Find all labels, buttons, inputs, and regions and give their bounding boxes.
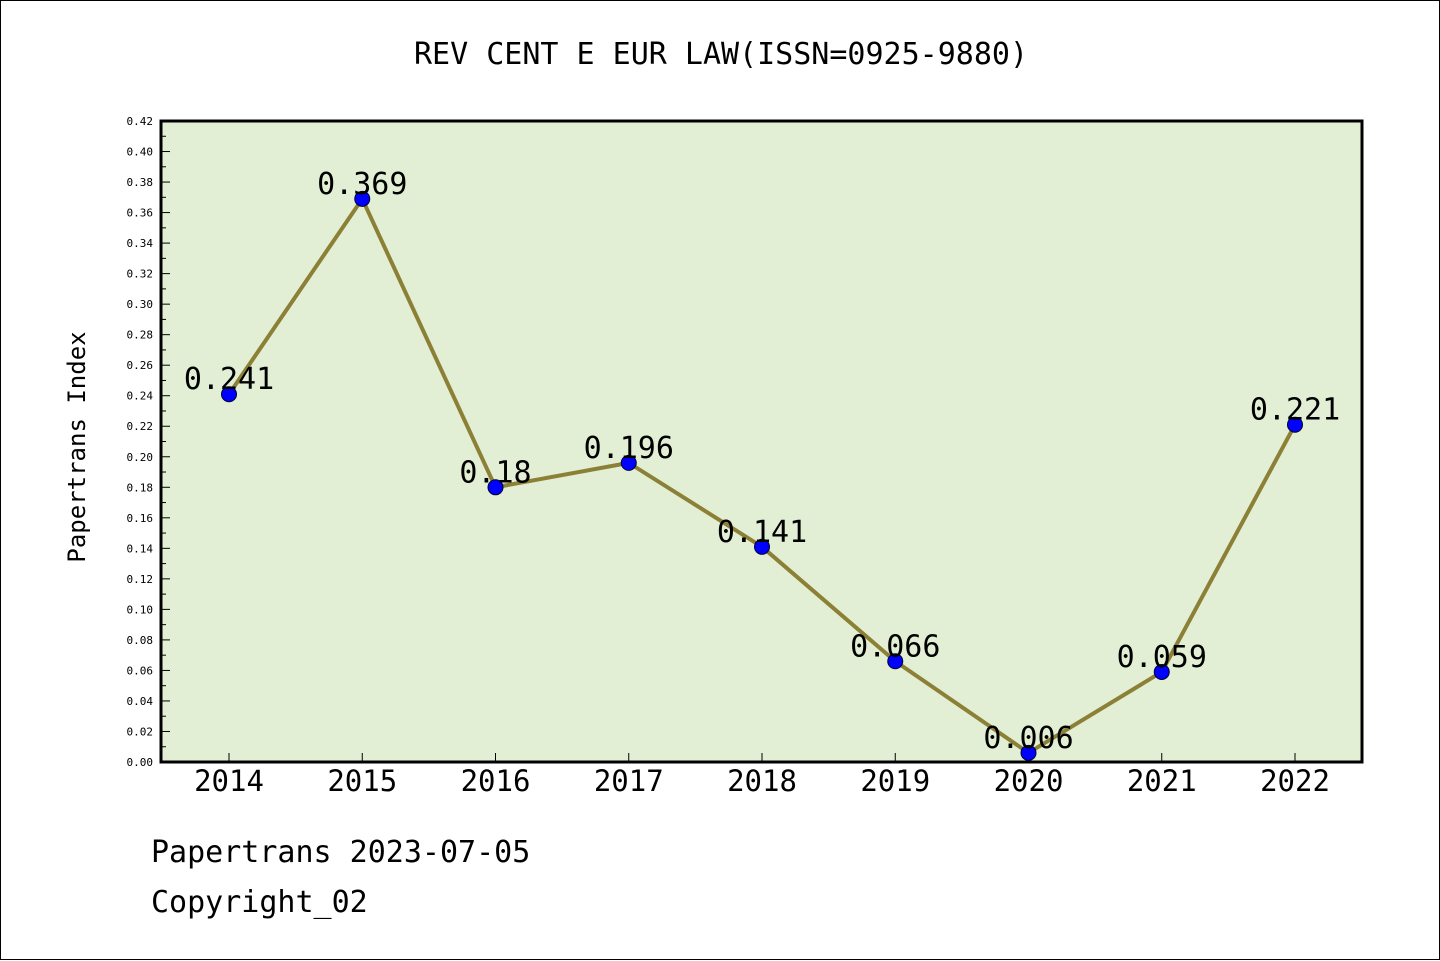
y-tick-label: 0.24	[127, 390, 154, 403]
footer-date: Papertrans 2023-07-05	[151, 835, 531, 870]
data-point	[1020, 744, 1037, 761]
y-tick-label: 0.04	[127, 695, 154, 708]
x-tick-label: 2019	[860, 764, 930, 798]
y-tick-label: 0.40	[127, 146, 154, 159]
data-label: 0.141	[717, 515, 807, 550]
x-axis: 2014 2015 2016 2017 2018 2019 2020 2021 2022	[194, 753, 1330, 798]
data-point	[887, 653, 904, 670]
y-tick-label: 0.28	[127, 329, 154, 342]
data-point	[1153, 663, 1170, 680]
data-point	[221, 386, 237, 403]
y-tick-label: 0.36	[127, 207, 154, 220]
data-point	[754, 538, 770, 555]
y-tick-label: 0.30	[127, 298, 154, 311]
data-label: 0.369	[317, 167, 407, 202]
x-tick-label: 2022	[1260, 764, 1330, 798]
data-label: 0.059	[1117, 640, 1207, 675]
y-axis: 0.00 0.02 0.04 0.06 0.08 0.10 0.12 0.14 0.16 0.18…	[127, 115, 170, 769]
x-tick-label: 2018	[727, 764, 797, 798]
y-tick-label: 0.26	[127, 359, 154, 372]
y-tick-label: 0.42	[127, 115, 154, 128]
y-tick-label: 0.20	[127, 451, 154, 464]
x-tick-label: 2016	[461, 764, 531, 798]
data-point	[354, 190, 371, 207]
x-tick-label: 2021	[1127, 764, 1197, 798]
data-point	[620, 454, 637, 471]
y-tick-label: 0.18	[127, 481, 154, 494]
series-group: 0.241 0.369 0.18 0.196 0.141 0.066 0.006 0.059 0…	[184, 167, 1340, 761]
footer-copyright: Copyright_02	[151, 885, 368, 920]
x-tick-label: 2017	[594, 764, 664, 798]
y-tick-label: 0.08	[127, 634, 154, 647]
y-tick-label: 0.32	[127, 268, 154, 281]
data-point	[1287, 416, 1303, 433]
data-label: 0.221	[1250, 393, 1340, 428]
y-tick-label: 0.00	[127, 756, 154, 769]
plot-area	[159, 119, 1364, 764]
y-tick-label: 0.06	[127, 664, 154, 677]
chart-title: REV CENT E EUR LAW(ISSN=0925-9880)	[413, 37, 1029, 72]
x-tick-label: 2015	[327, 764, 397, 798]
y-tick-label: 0.12	[127, 573, 154, 586]
data-label: 0.241	[184, 362, 274, 397]
y-tick-label: 0.14	[127, 542, 154, 555]
x-tick-label: 2020	[994, 764, 1064, 798]
data-label: 0.006	[983, 721, 1073, 756]
y-tick-label: 0.10	[127, 603, 154, 616]
x-tick-label: 2014	[194, 764, 264, 798]
y-tick-label: 0.38	[127, 176, 154, 189]
y-tick-label: 0.34	[127, 237, 154, 250]
data-label: 0.18	[459, 455, 531, 490]
y-tick-label: 0.16	[127, 512, 154, 525]
y-tick-label: 0.22	[127, 420, 154, 433]
data-label: 0.196	[584, 431, 674, 466]
y-tick-label: 0.02	[127, 725, 154, 738]
data-point	[487, 479, 504, 496]
data-label: 0.066	[850, 629, 940, 664]
